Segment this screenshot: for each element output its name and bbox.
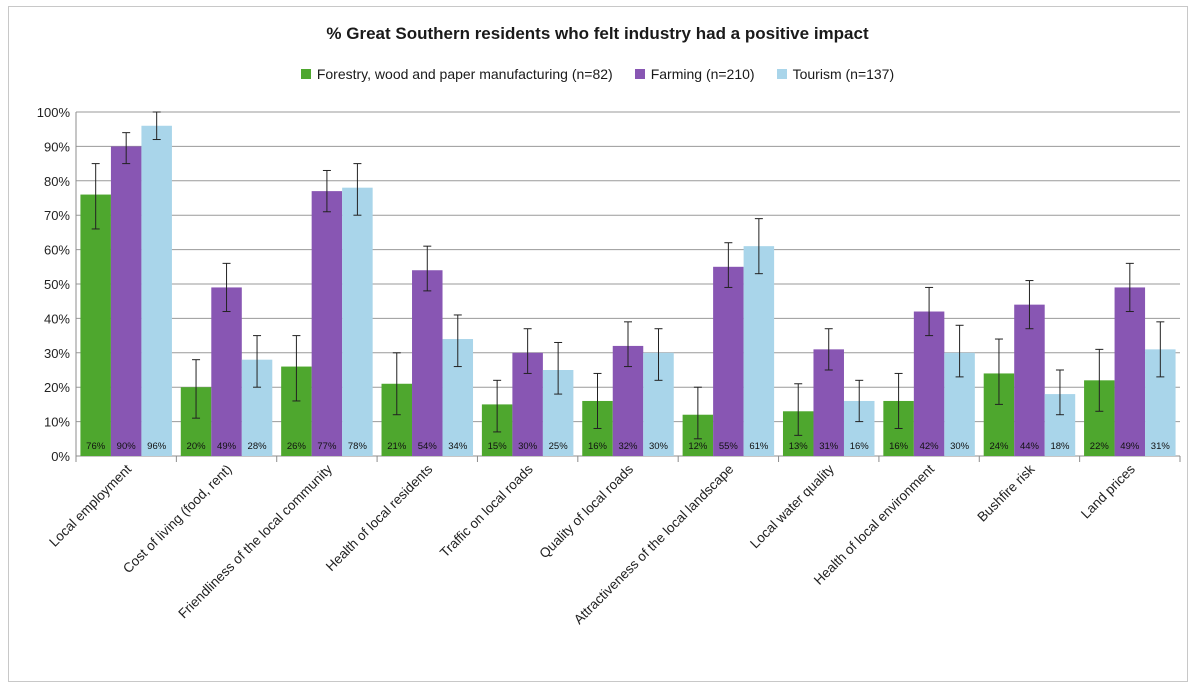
data-label: 30% [649,441,669,452]
category-label: Attractiveness of the local landscape [571,462,737,628]
data-label: 22% [1090,441,1110,452]
legend-swatch-farming [634,69,645,79]
data-label: 90% [117,441,137,452]
category-label: Quality of local roads [536,461,636,561]
data-label: 26% [287,441,307,452]
data-label: 76% [86,441,106,452]
data-label: 12% [688,441,708,452]
legend-swatch-forestry [300,69,311,79]
bar [1114,287,1146,456]
data-label: 16% [889,441,909,452]
data-label: 31% [819,441,839,452]
bar [713,266,744,456]
legend-item-tourism: Tourism (n=137) [776,66,895,82]
data-label: 16% [850,441,870,452]
category-label: Cost of living (food, rent) [120,462,235,577]
legend-label-forestry: Forestry, wood and paper manufacturing (… [316,66,613,82]
bar [80,194,111,456]
bar [211,287,242,456]
y-tick-label: 20% [44,380,70,395]
data-label: 61% [749,441,769,452]
data-label: 44% [1020,441,1040,452]
category-label: Local employment [46,461,134,549]
data-label: 77% [317,441,337,452]
bar [110,146,142,456]
data-label: 30% [518,441,538,452]
data-label: 20% [187,441,207,452]
data-label: 31% [1151,441,1171,452]
data-label: 78% [348,441,368,452]
y-tick-label: 80% [44,174,70,189]
data-label: 25% [549,441,569,452]
y-tick-label: 0% [51,449,70,464]
data-label: 42% [920,441,940,452]
y-tick-label: 100% [37,105,71,120]
data-label: 30% [950,441,970,452]
data-label: 96% [147,441,167,452]
chart-legend: Forestry, wood and paper manufacturing (… [0,66,1195,82]
y-tick-label: 30% [44,346,70,361]
data-label: 49% [217,441,237,452]
bar [412,270,443,456]
category-label: Health of local environment [811,461,937,587]
bar [141,125,172,456]
y-tick-label: 90% [44,139,70,154]
y-tick-label: 60% [44,243,70,258]
bar [743,246,775,456]
legend-label-tourism: Tourism (n=137) [792,66,895,82]
data-label: 15% [488,441,508,452]
category-label: Health of local residents [323,461,436,574]
data-label: 13% [789,441,809,452]
data-label: 32% [618,441,638,452]
y-tick-label: 40% [44,311,70,326]
legend-swatch-tourism [776,69,787,79]
legend-label-farming: Farming (n=210) [650,66,755,82]
category-label: Land prices [1078,461,1138,521]
bar [1014,304,1045,456]
data-label: 34% [448,441,468,452]
bar [342,187,373,456]
bar [311,191,343,456]
legend-item-farming: Farming (n=210) [634,66,755,82]
data-label: 28% [248,441,268,452]
data-label: 16% [588,441,608,452]
y-tick-label: 50% [44,277,70,292]
y-tick-label: 10% [44,415,70,430]
category-label: Traffic on local roads [437,461,536,560]
data-label: 18% [1050,441,1070,452]
category-label: Local water quality [747,461,837,551]
data-label: 54% [418,441,438,452]
data-label: 21% [387,441,407,452]
legend-item-forestry: Forestry, wood and paper manufacturing (… [300,66,613,82]
data-label: 24% [989,441,1009,452]
y-tick-label: 70% [44,208,70,223]
chart-frame [8,6,1188,682]
data-label: 49% [1120,441,1140,452]
data-label: 55% [719,441,739,452]
chart-title: % Great Southern residents who felt indu… [326,24,869,43]
category-label: Bushfire risk [974,461,1037,524]
